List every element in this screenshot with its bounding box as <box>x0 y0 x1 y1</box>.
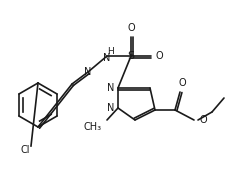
Text: H: H <box>107 47 113 56</box>
Text: S: S <box>127 51 134 61</box>
Text: CH₃: CH₃ <box>84 122 102 132</box>
Text: N: N <box>84 67 92 77</box>
Text: O: O <box>199 115 207 125</box>
Text: N: N <box>103 53 111 63</box>
Text: O: O <box>178 78 186 88</box>
Text: O: O <box>127 23 135 33</box>
Text: N: N <box>107 103 114 113</box>
Text: O: O <box>156 51 164 61</box>
Text: Cl: Cl <box>20 145 30 155</box>
Text: N: N <box>107 83 114 93</box>
